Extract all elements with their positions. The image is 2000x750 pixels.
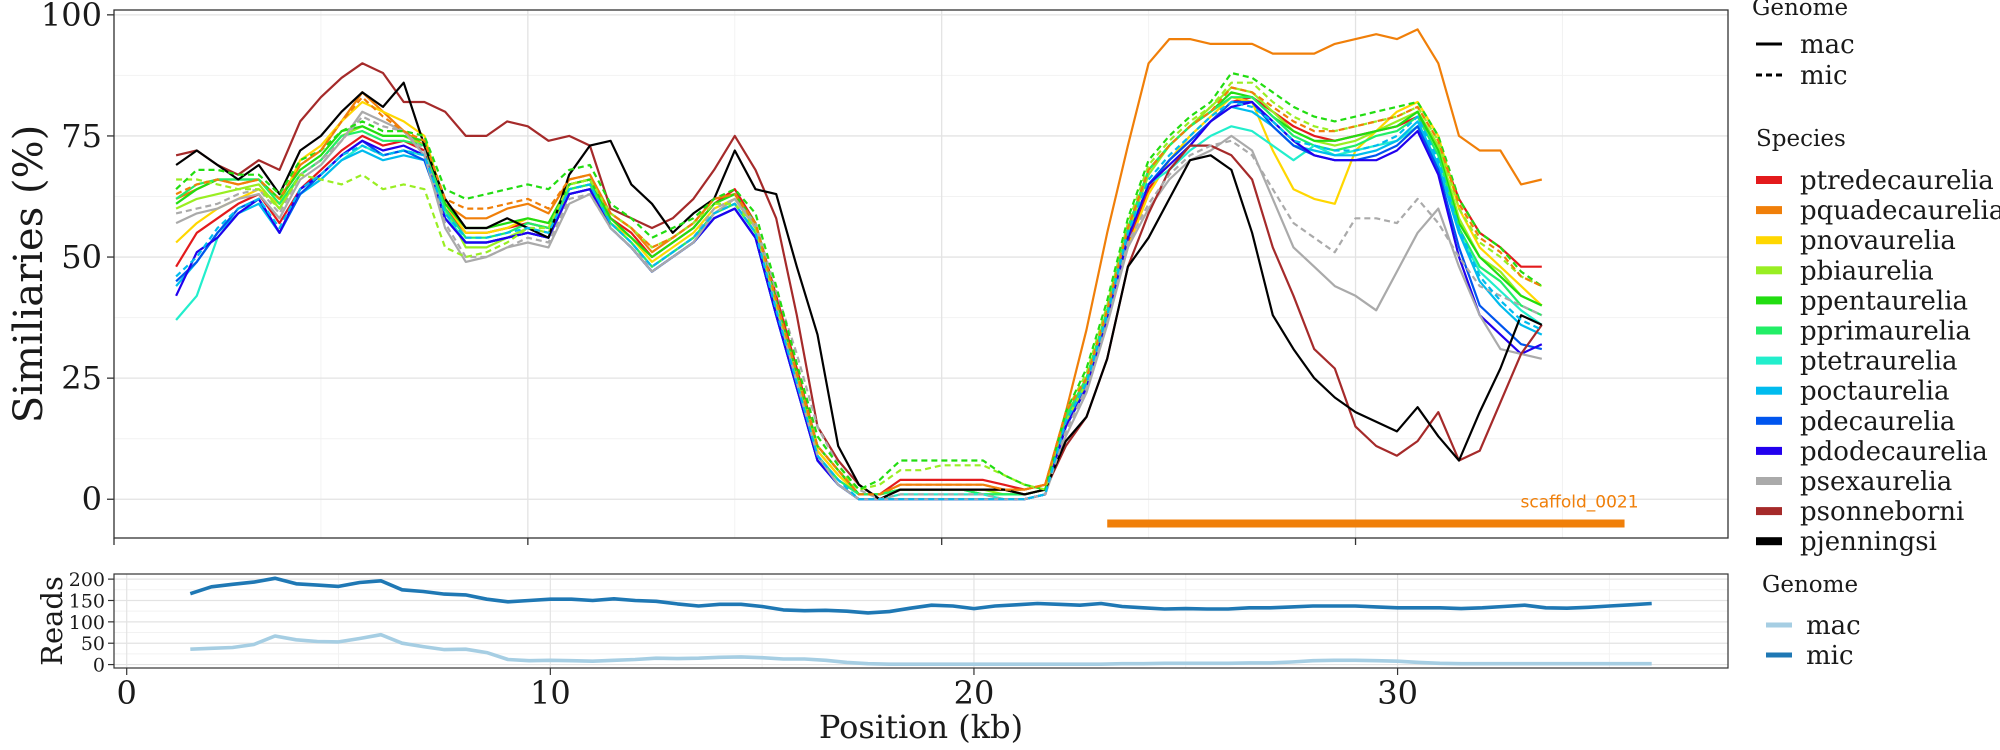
legend-label: pnovaurelia (1800, 226, 1956, 256)
y-tick-label: 0 (82, 480, 102, 518)
y-tick-label: 100 (69, 612, 105, 634)
panel-border (113, 573, 1729, 669)
legend-swatch-ppentaurelia (1756, 296, 1782, 305)
reads-line-mac (190, 632, 1652, 666)
panel-border (113, 9, 1729, 539)
data-lines (175, 28, 1543, 501)
legend-label: pdecaurelia (1800, 407, 1955, 437)
x-axis-title: Position (kb) (819, 708, 1023, 746)
x-tick-label: 30 (1377, 674, 1418, 712)
legend-swatch-pdecaurelia (1756, 416, 1782, 425)
x-tick-label: 10 (530, 674, 571, 712)
y-tick-label: 50 (81, 633, 105, 655)
legend-label: mic (1806, 641, 1854, 671)
legend-title: Species (1756, 126, 1846, 152)
legend-label: ptetraurelia (1800, 347, 1958, 377)
legend-label: mic (1800, 61, 1848, 91)
legend-label: pjenningsi (1800, 527, 1937, 557)
y-tick-label: 200 (69, 569, 105, 591)
legend-swatch-psonneborni (1756, 507, 1782, 516)
legend-swatch-pquadecaurelia (1756, 206, 1782, 215)
y-axis-title: Reads (35, 576, 69, 666)
legend-label: psonneborni (1800, 497, 1964, 527)
y-tick-label: 0 (93, 655, 105, 677)
legend-label: poctaurelia (1800, 377, 1950, 407)
series-line-poctaurelia-mic (175, 100, 1543, 501)
legend-swatch-pprimaurelia (1756, 326, 1782, 335)
legend-label: ptredecaurelia (1800, 166, 1994, 196)
legend-swatch-pnovaurelia (1756, 236, 1782, 245)
legend-label: pprimaurelia (1800, 317, 1971, 347)
legend-label: pbiaurelia (1800, 256, 1934, 286)
scaffold-label: scaffold_0021 (1521, 492, 1639, 512)
series-line-ppentaurelia-mic (175, 71, 1543, 491)
legend-title: Genome (1762, 572, 1858, 598)
similarity-panel: 0 25 50 75 100 Similiaries (%) scaffold_0021 (6, 0, 1729, 545)
legend-label: pdodecaurelia (1800, 437, 1988, 467)
y-tick-label: 150 (69, 590, 105, 612)
legend-swatch-pjenningsi (1756, 537, 1782, 546)
legend-label: ppentaurelia (1800, 286, 1968, 316)
y-axis-title: Similiaries (%) (6, 125, 52, 423)
panel-background (114, 10, 1728, 538)
legend-swatch-pdodecaurelia (1756, 446, 1782, 455)
legend-swatch-pbiaurelia (1756, 266, 1782, 275)
x-tick-label: 20 (954, 674, 995, 712)
y-tick-label: 25 (61, 359, 102, 397)
legend-swatch-ptredecaurelia (1756, 176, 1782, 184)
legend: GenomemacmicSpeciesptredecaureliapquadec… (1752, 0, 2000, 671)
reads-line-mic (189, 576, 1652, 615)
legend-label: mac (1806, 611, 1861, 641)
x-tick-label: 0 (117, 674, 137, 712)
series-line-pquadecaurelia-mic (175, 86, 1543, 496)
legend-label: mac (1800, 30, 1855, 60)
y-tick-label: 75 (61, 117, 102, 155)
legend-swatch-psexaurelia (1756, 477, 1782, 485)
legend-swatch-poctaurelia (1756, 386, 1782, 395)
legend-swatch-ptetraurelia (1756, 356, 1782, 365)
y-tick-label: 100 (41, 0, 102, 34)
data-lines (189, 576, 1652, 666)
legend-label: psexaurelia (1800, 467, 1952, 497)
series-line-pbiaurelia-mic (176, 81, 1543, 491)
legend-title: Genome (1752, 0, 1848, 21)
series-line-pjenningsi-mac (175, 81, 1543, 501)
legend-label: pquadecaurelia (1800, 196, 2000, 226)
y-tick-label: 50 (61, 238, 102, 276)
